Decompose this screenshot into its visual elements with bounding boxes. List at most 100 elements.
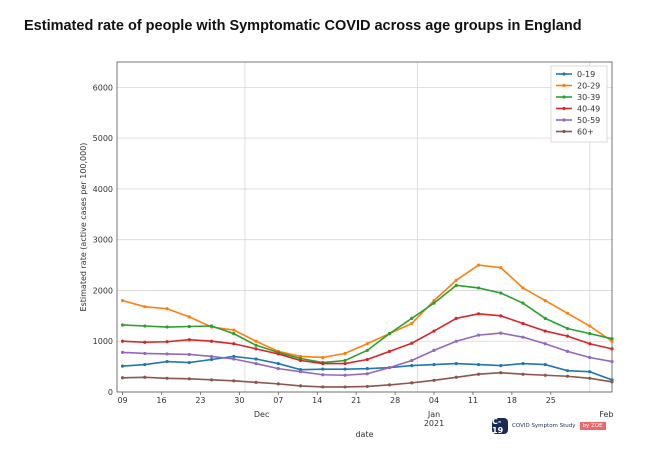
data-point-0-19 xyxy=(321,367,325,371)
data-point-60+ xyxy=(143,375,147,379)
data-point-50-59 xyxy=(209,354,214,359)
x-tick-label: 18 xyxy=(507,396,517,405)
x-tick-label: 28 xyxy=(390,396,400,405)
data-point-0-19 xyxy=(276,361,280,366)
legend-label: 30-39 xyxy=(577,93,600,102)
data-point-50-59 xyxy=(410,358,414,363)
data-point-30-39 xyxy=(120,323,125,327)
data-point-30-39 xyxy=(187,324,191,329)
data-point-20-29 xyxy=(165,307,169,311)
data-point-0-19 xyxy=(365,367,369,371)
data-point-50-59 xyxy=(120,350,125,354)
data-point-50-59 xyxy=(610,359,614,364)
data-point-50-59 xyxy=(165,352,169,356)
data-point-50-59 xyxy=(521,335,525,339)
data-point-50-59 xyxy=(454,339,458,343)
data-point-40-49 xyxy=(143,340,147,344)
y-tick-label: 3000 xyxy=(93,236,113,245)
x-tick-label: 04 xyxy=(429,396,439,405)
data-point-40-49 xyxy=(565,334,570,338)
data-point-60+ xyxy=(410,381,414,385)
x-tick-label: 11 xyxy=(468,396,478,405)
data-point-30-39 xyxy=(588,332,592,336)
data-point-30-39 xyxy=(165,325,169,329)
data-point-50-59 xyxy=(321,373,325,377)
data-point-40-49 xyxy=(610,347,614,351)
month-label: Dec xyxy=(254,410,269,419)
data-point-20-29 xyxy=(610,339,614,343)
data-point-60+ xyxy=(588,376,592,380)
data-point-0-19 xyxy=(343,367,347,371)
data-point-50-59 xyxy=(254,361,258,366)
legend-label: 0-19 xyxy=(577,70,595,79)
data-point-40-49 xyxy=(298,358,303,363)
data-point-40-49 xyxy=(165,340,169,344)
data-point-20-29 xyxy=(343,351,347,356)
data-point-60+ xyxy=(521,372,525,376)
month-label: 2021 xyxy=(424,419,444,428)
data-point-50-59 xyxy=(499,331,503,335)
plot-frame xyxy=(116,61,613,393)
data-point-20-29 xyxy=(365,342,369,346)
data-point-30-39 xyxy=(232,332,236,336)
data-point-20-29 xyxy=(565,311,570,315)
data-point-0-19 xyxy=(187,360,191,365)
zoe-badge: by ZOE xyxy=(579,422,606,430)
y-tick-label: 5000 xyxy=(93,134,113,143)
legend-marker xyxy=(562,106,566,111)
data-point-30-39 xyxy=(387,332,392,336)
data-point-50-59 xyxy=(387,366,392,370)
data-point-60+ xyxy=(321,385,325,389)
legend-marker xyxy=(562,129,566,134)
data-point-40-49 xyxy=(499,314,503,318)
data-point-30-39 xyxy=(365,348,369,352)
y-tick-label: 2000 xyxy=(93,286,113,295)
data-point-50-59 xyxy=(143,351,147,356)
data-point-50-59 xyxy=(343,373,347,377)
legend-label: 40-49 xyxy=(577,105,600,114)
legend-marker xyxy=(562,118,566,122)
data-point-20-29 xyxy=(187,315,191,319)
data-point-40-49 xyxy=(209,339,214,343)
x-tick-label: 16 xyxy=(156,396,166,405)
data-point-40-49 xyxy=(410,341,414,345)
chart-title: Estimated rate of people with Symptomati… xyxy=(24,18,582,34)
legend-marker xyxy=(562,83,566,88)
data-point-20-29 xyxy=(410,321,414,326)
y-tick-label: 1000 xyxy=(93,337,113,346)
data-point-50-59 xyxy=(232,357,236,361)
data-point-60+ xyxy=(610,380,614,384)
data-point-30-39 xyxy=(143,324,147,328)
x-tick-label: 09 xyxy=(117,396,127,405)
data-point-50-59 xyxy=(365,372,369,376)
data-point-0-19 xyxy=(209,357,214,362)
month-label: Feb xyxy=(599,410,613,419)
data-point-60+ xyxy=(432,378,436,382)
series-line-40-49 xyxy=(122,313,613,365)
y-axis-label: Estimated rate (active cases per 100,000… xyxy=(79,143,88,312)
data-point-20-29 xyxy=(543,299,547,303)
data-point-60+ xyxy=(209,378,214,382)
data-point-30-39 xyxy=(476,286,481,290)
data-point-30-39 xyxy=(432,301,436,305)
data-point-0-19 xyxy=(565,369,570,373)
x-tick-label: 14 xyxy=(312,396,322,405)
legend-marker xyxy=(562,72,566,76)
data-point-40-49 xyxy=(187,338,191,342)
data-point-60+ xyxy=(254,380,258,384)
data-point-30-39 xyxy=(521,301,525,305)
data-point-40-49 xyxy=(476,312,481,316)
data-point-0-19 xyxy=(432,362,436,367)
data-point-30-39 xyxy=(454,283,458,287)
data-point-40-49 xyxy=(387,349,392,353)
legend-label: 60+ xyxy=(577,128,594,137)
data-point-20-29 xyxy=(454,278,458,282)
data-point-30-39 xyxy=(410,316,414,320)
data-point-60+ xyxy=(298,384,303,388)
data-point-50-59 xyxy=(432,348,436,352)
data-point-60+ xyxy=(165,376,169,380)
data-point-50-59 xyxy=(276,367,280,371)
data-point-0-19 xyxy=(543,362,547,367)
data-point-20-29 xyxy=(476,263,481,267)
y-tick-label: 4000 xyxy=(93,185,113,194)
